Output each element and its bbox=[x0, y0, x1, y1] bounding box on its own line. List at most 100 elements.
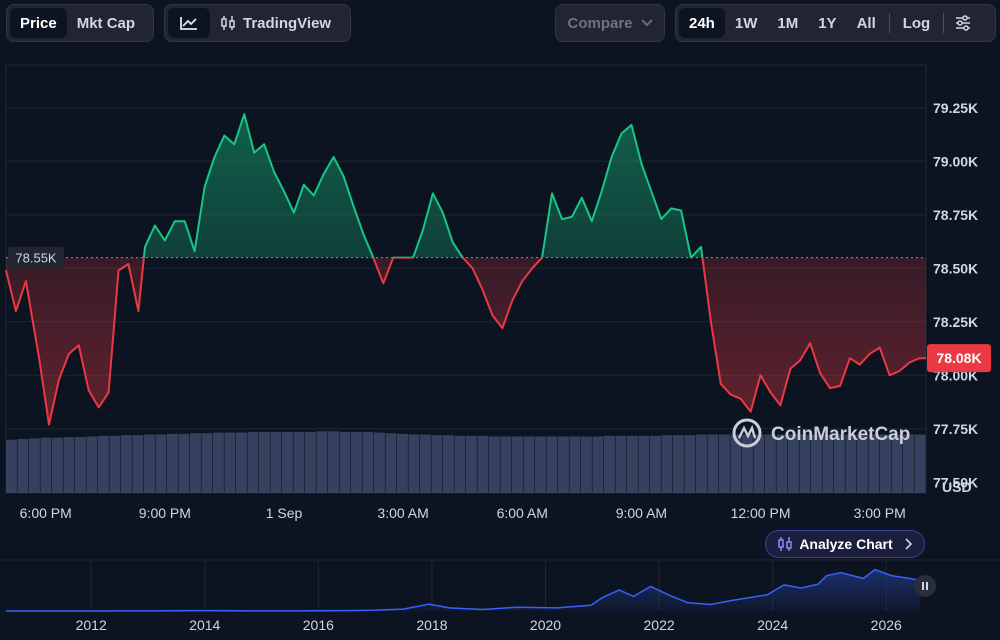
volume-bar bbox=[753, 434, 765, 493]
brand-name: CoinMarketCap bbox=[771, 424, 910, 445]
volume-bar bbox=[650, 435, 661, 493]
volume-bar bbox=[282, 431, 293, 493]
toolbar-divider bbox=[888, 13, 890, 33]
y-axis: 77.50K77.75K78.00K78.25K78.50K78.75K79.0… bbox=[933, 100, 978, 495]
y-tick-label: 78.75K bbox=[933, 207, 978, 223]
navigator-year-label: 2014 bbox=[189, 617, 220, 633]
chevron-down-icon bbox=[640, 19, 653, 27]
volume-bar bbox=[466, 435, 477, 493]
volume-bar bbox=[75, 437, 86, 493]
settings-button[interactable] bbox=[947, 8, 979, 38]
volume-bar bbox=[454, 435, 466, 493]
navigator-pause-button[interactable] bbox=[914, 575, 936, 597]
volume-bar bbox=[891, 434, 903, 493]
volume-bar bbox=[132, 435, 144, 493]
area-fill-down bbox=[6, 257, 926, 425]
line-chart-icon bbox=[180, 17, 197, 30]
volume-bar bbox=[615, 435, 627, 493]
market-cap-tab[interactable]: Mkt Cap bbox=[76, 14, 136, 32]
x-tick-label: 6:00 PM bbox=[20, 505, 72, 521]
navigator-year-label: 2026 bbox=[871, 617, 902, 633]
area-fill-up bbox=[6, 114, 926, 258]
volume-bar bbox=[178, 433, 190, 493]
volume-bar bbox=[834, 434, 845, 493]
volume-bar bbox=[408, 434, 420, 493]
analyze-chart-button[interactable]: Analyze Chart bbox=[765, 530, 925, 558]
volume-bar bbox=[776, 434, 788, 493]
range-1y-button[interactable]: 1Y bbox=[818, 14, 837, 32]
coinmarketcap-logo-icon bbox=[737, 424, 757, 439]
x-axis: 6:00 PM 9:00 PM 1 Sep 3:00 AM 6:00 AM 9:00 AM… bbox=[20, 505, 906, 521]
navigator-year-label: 2024 bbox=[757, 617, 788, 633]
volume-bars bbox=[6, 431, 926, 493]
sliders-icon bbox=[956, 15, 971, 31]
volume-bar bbox=[500, 436, 512, 493]
volume-bar bbox=[420, 434, 431, 493]
volume-bar bbox=[431, 435, 443, 493]
volume-bar bbox=[167, 433, 178, 493]
baseline-badge bbox=[8, 246, 64, 269]
volume-bar bbox=[765, 434, 776, 493]
volume-bar bbox=[52, 437, 63, 493]
volume-bar bbox=[661, 435, 673, 493]
volume-bar bbox=[489, 436, 500, 493]
range-all-button[interactable]: All bbox=[856, 14, 876, 32]
volume-bar bbox=[385, 433, 397, 493]
current-price-badge bbox=[927, 344, 991, 373]
volume-bar bbox=[362, 431, 374, 493]
tradingview-label: TradingView bbox=[243, 14, 332, 32]
volume-bar bbox=[351, 431, 362, 493]
range-1w-button[interactable]: 1W bbox=[734, 14, 758, 32]
volume-bar bbox=[201, 433, 213, 493]
currency-label: USD bbox=[942, 479, 972, 495]
compare-dropdown[interactable]: Compare bbox=[555, 4, 665, 42]
navigator[interactable]: 2012 2014 2016 2018 2020 2022 2024 2026 bbox=[0, 559, 1000, 633]
volume-bar bbox=[6, 439, 17, 493]
price-tab[interactable]: Price bbox=[10, 8, 67, 38]
volume-bar bbox=[374, 432, 385, 493]
pause-icon bbox=[922, 582, 928, 590]
y-tick-label: 79.25K bbox=[933, 100, 978, 116]
range-1m-button[interactable]: 1M bbox=[777, 14, 799, 32]
candlestick-icon bbox=[778, 537, 793, 551]
volume-bar bbox=[558, 436, 569, 493]
volume-bar bbox=[638, 435, 650, 493]
y-tick-label: 78.25K bbox=[933, 314, 978, 330]
volume-bar bbox=[316, 431, 328, 493]
volume-bar bbox=[339, 431, 351, 493]
navigator-area bbox=[6, 569, 921, 611]
volume-bar bbox=[63, 437, 75, 493]
chevron-right-icon bbox=[905, 538, 912, 550]
x-tick-label: 9:00 PM bbox=[139, 505, 191, 521]
volume-bar bbox=[121, 435, 132, 493]
volume-bar bbox=[236, 432, 247, 493]
volume-bar bbox=[880, 434, 891, 493]
navigator-year-label: 2012 bbox=[76, 617, 107, 633]
y-tick-label: 79.00K bbox=[933, 153, 978, 169]
volume-bar bbox=[707, 434, 719, 493]
volume-bar bbox=[247, 431, 259, 493]
volume-bar bbox=[155, 434, 167, 493]
price-chart[interactable]: CoinMarketCap 77.50K77.75K78.00K78.25K78… bbox=[0, 50, 1000, 635]
volume-bar bbox=[397, 433, 408, 493]
volume-bar bbox=[730, 434, 742, 493]
x-tick-label: 12:00 PM bbox=[731, 505, 791, 521]
line-chart-button[interactable] bbox=[168, 8, 210, 38]
volume-bar bbox=[914, 434, 926, 493]
log-scale-button[interactable]: Log bbox=[902, 14, 931, 32]
y-tick-label: 77.50K bbox=[933, 474, 978, 490]
volume-bar bbox=[719, 434, 730, 493]
volume-bar bbox=[305, 431, 316, 493]
x-tick-label: 1 Sep bbox=[266, 505, 303, 521]
volume-bar bbox=[293, 431, 305, 493]
volume-bar bbox=[224, 432, 236, 493]
volume-bar bbox=[17, 439, 29, 493]
range-24h-button[interactable]: 24h bbox=[679, 8, 725, 38]
tradingview-button[interactable]: TradingView bbox=[210, 8, 341, 38]
volume-bar bbox=[109, 435, 121, 493]
chart-area[interactable]: CoinMarketCap 77.50K 77.75K 78.00K 78.25K 78… bbox=[0, 50, 1000, 635]
volume-bar bbox=[512, 436, 523, 493]
navigator-year-label: 2016 bbox=[303, 617, 334, 633]
volume-bar bbox=[696, 434, 707, 493]
x-tick-label: 6:00 AM bbox=[497, 505, 548, 521]
